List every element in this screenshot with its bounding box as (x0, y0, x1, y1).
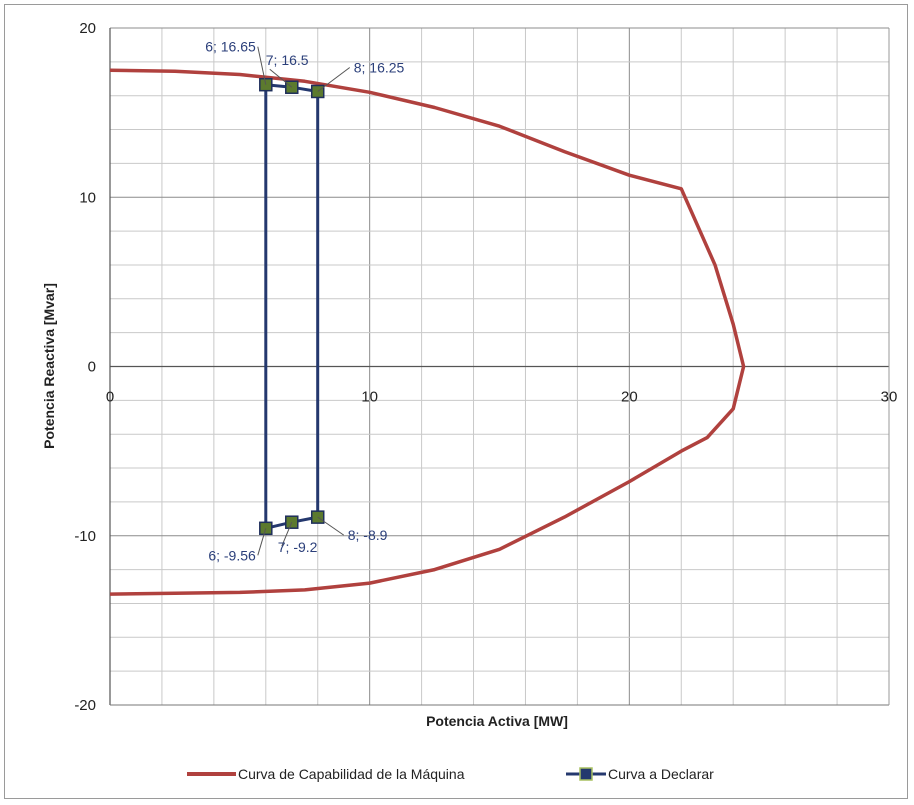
data-label: 6; -9.56 (208, 547, 256, 563)
data-label: 8; -8.9 (348, 527, 388, 543)
y-tick-label: 0 (88, 359, 96, 376)
x-axis-label: Potencia Activa [MW] (426, 713, 568, 729)
y-tick-label: -10 (74, 528, 96, 545)
tick-labels: 0 10 20 30 20 10 0 -10 -20 (74, 20, 897, 714)
x-tick-label: 30 (881, 389, 898, 406)
legend-label-declarar: Curva a Declarar (608, 766, 714, 782)
data-label: 7; 16.5 (266, 52, 309, 68)
data-label-leader (257, 528, 267, 556)
x-tick-label: 0 (106, 389, 114, 406)
chart-frame (4, 4, 908, 799)
x-tick-label: 10 (361, 389, 378, 406)
y-tick-label: 20 (79, 20, 96, 37)
axes (109, 28, 890, 706)
data-label-leader (317, 516, 345, 536)
series-line-capability (109, 68, 746, 596)
data-label-leader (281, 522, 293, 547)
x-tick-label: 20 (621, 389, 638, 406)
legend-label-capability: Curva de Capabilidad de la Máquina (238, 766, 465, 782)
data-label: 8; 16.25 (354, 59, 405, 75)
data-label-leader (257, 46, 267, 85)
legend: Curva de Capabilidad de la Máquina Curva… (187, 766, 714, 782)
data-label: 7; -9.2 (278, 539, 318, 555)
data-label: 6; 16.65 (205, 39, 256, 55)
data-labels: 6; 16.65 7; 16.5 8; 16.25 6; -9.56 7; -9.2 8;… (205, 39, 404, 564)
y-tick-label: 10 (79, 189, 96, 206)
legend-marker-declarar (579, 767, 593, 781)
data-label-leader (317, 67, 351, 92)
series-layer (109, 68, 746, 596)
y-axis-label: Potencia Reactiva [Mvar] (41, 283, 57, 449)
data-label-leader (269, 68, 293, 88)
y-tick-label: -20 (74, 697, 96, 714)
